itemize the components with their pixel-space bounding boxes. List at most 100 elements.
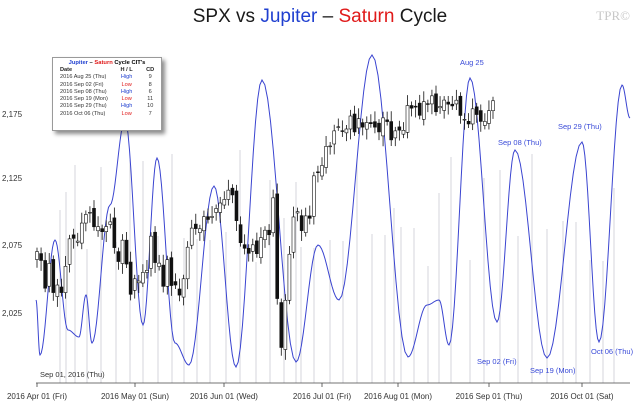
candle-body — [161, 264, 166, 287]
legend-row-date: 2016 Sep 02 (Fri) — [60, 81, 104, 88]
candle-body — [55, 284, 60, 297]
legend-table: Date H / L CD 2016 Aug 25 (Thu) High 9 201… — [58, 67, 161, 118]
candle-body — [401, 130, 406, 135]
y-tick-label: 2,075 — [2, 241, 23, 250]
title-dash: – — [317, 6, 339, 27]
annotation-sep19: Sep 19 (Mon) — [530, 366, 576, 375]
legend-header-cd: CD — [146, 67, 155, 73]
legend-row: 2016 Sep 08 (Thu) High 6 — [58, 89, 161, 96]
candle-body — [218, 202, 223, 213]
candle-body — [397, 126, 402, 131]
candle-body — [145, 269, 149, 273]
candle-body — [430, 95, 434, 105]
candle-body — [275, 193, 280, 299]
candle-body — [340, 130, 345, 132]
x-tick-label: 2016 Oct 01 (Sat) — [550, 392, 614, 401]
candle-body — [312, 175, 316, 217]
candle-body — [417, 102, 422, 116]
y-tick-label: 2,025 — [2, 309, 23, 318]
annotation-sep02: Sep 02 (Fri) — [477, 357, 517, 366]
candle-body — [79, 222, 84, 244]
title-part-cycle: Cycle — [394, 6, 448, 27]
legend-row-cd: 11 — [147, 96, 154, 103]
candle-body — [202, 216, 206, 232]
candle-body — [328, 145, 332, 148]
watermark-tpr: TPR© — [596, 8, 630, 23]
candle-body — [153, 231, 157, 263]
candle-body — [458, 95, 463, 116]
legend-title-rest: Cycle CIT's — [112, 60, 146, 66]
candle-body — [454, 99, 459, 105]
candle-body — [299, 215, 304, 231]
candle-body — [405, 105, 410, 133]
legend-row-hl: Low — [121, 110, 132, 117]
legend-row-cd: 9 — [148, 74, 152, 81]
legend-title-dash: – — [87, 60, 95, 66]
x-tick-label: 2016 Jul 01 (Fri) — [292, 392, 352, 401]
candle-body — [173, 281, 178, 286]
candle-body — [108, 221, 113, 225]
candle-body — [369, 122, 373, 124]
candle-body — [189, 227, 194, 246]
candle-body — [210, 216, 214, 218]
candle-body — [124, 239, 129, 265]
candle-body — [128, 261, 133, 295]
candle-body — [120, 239, 125, 264]
candle-body — [84, 214, 88, 224]
legend-row-date: 2016 Oct 06 (Thu) — [60, 110, 106, 117]
candle-body — [487, 110, 491, 124]
candlesticks — [35, 85, 495, 360]
candle-body — [214, 208, 218, 213]
candle-body — [442, 99, 446, 111]
candle-body — [470, 108, 475, 125]
candle-body — [193, 223, 198, 229]
candle-body — [303, 215, 308, 233]
cit-legend-box: Jupiter – Saturn Cycle CIT's Date H / L … — [52, 57, 162, 131]
candle-body — [39, 253, 43, 261]
candle-body — [413, 105, 418, 108]
candle-body — [222, 199, 227, 206]
candle-body — [149, 235, 153, 269]
legend-row-cd: 10 — [147, 103, 154, 110]
candle-body — [381, 117, 385, 137]
candle-body — [234, 190, 239, 221]
candle-body — [426, 103, 430, 105]
candle-body — [336, 126, 341, 128]
candle-body — [393, 130, 398, 139]
legend-row-date: 2016 Sep 29 (Thu) — [60, 103, 107, 110]
candle-body — [360, 122, 365, 128]
title-part-spx: SPX vs — [192, 6, 261, 27]
x-tick-label: 2016 Jun 01 (Wed) — [190, 392, 258, 401]
candle-body — [344, 128, 349, 134]
legend-row-cd: 8 — [148, 81, 152, 88]
candle-body — [71, 234, 76, 239]
candle-body — [255, 240, 259, 255]
candle-body — [352, 113, 357, 133]
legend-header-row: Date H / L CD — [58, 67, 161, 74]
legend-row-hl: Low — [121, 81, 132, 88]
candle-body — [466, 121, 471, 125]
candle-body — [100, 228, 104, 232]
candle-body — [157, 262, 161, 267]
legend-title-jupiter: Jupiter — [68, 60, 88, 66]
x-tick-marks — [36, 383, 583, 387]
candle-body — [295, 211, 300, 214]
candle-body — [283, 299, 288, 350]
candle-body — [136, 280, 141, 284]
candle-body — [88, 212, 92, 214]
legend-row-hl: High — [120, 88, 133, 95]
candle-body — [373, 121, 377, 128]
candle-body — [230, 187, 235, 196]
candle-body — [389, 121, 394, 141]
candle-body — [271, 197, 275, 234]
candle-body — [434, 93, 438, 113]
candle-body — [165, 259, 170, 287]
candle-body — [377, 122, 381, 133]
candle-body — [474, 106, 479, 115]
legend-title: Jupiter – Saturn Cycle CIT's — [53, 60, 161, 66]
candle-body — [438, 106, 442, 109]
legend-row-date: 2016 Aug 25 (Thu) — [60, 74, 107, 81]
annotation-aug25: Aug 25 — [460, 58, 484, 67]
candle-body — [226, 189, 231, 200]
